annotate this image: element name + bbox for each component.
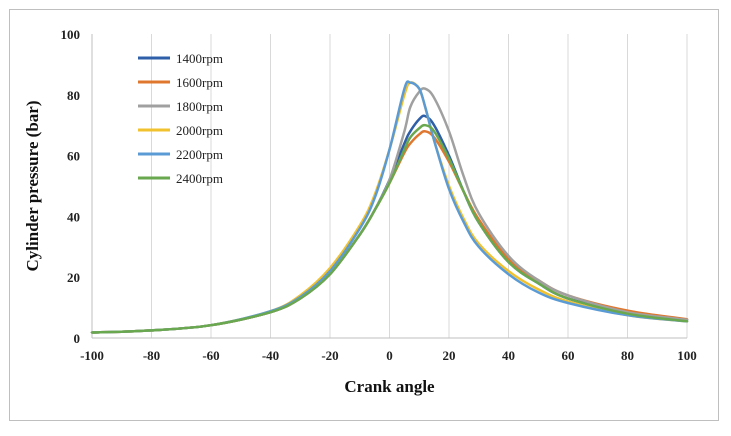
- y-axis-title: Cylinder pressure (bar): [23, 101, 42, 272]
- x-tick-label: -60: [202, 348, 219, 363]
- y-tick-label: 20: [67, 270, 80, 285]
- legend-label: 1400rpm: [176, 51, 223, 66]
- x-tick-label: -100: [80, 348, 104, 363]
- x-tick-label: -80: [143, 348, 160, 363]
- x-tick-label: 60: [562, 348, 575, 363]
- line-chart: -100 -80 -60 -40 -20 0 20 40 60 80 100 0 20 40 60 80 10…: [23, 27, 697, 396]
- x-tick-label: 80: [621, 348, 634, 363]
- series-lines: [90, 80, 689, 334]
- axes: [91, 34, 687, 339]
- x-axis-title: Crank angle: [344, 377, 435, 396]
- legend: 1400rpm 1600rpm 1800rpm 2000rpm 2200rpm 2400r…: [138, 51, 223, 186]
- chart-frame: -100 -80 -60 -40 -20 0 20 40 60 80 100 0 20 40 60 80 10…: [9, 9, 719, 421]
- x-tick-label: -20: [321, 348, 338, 363]
- legend-label: 2000rpm: [176, 123, 223, 138]
- series-line-2400rpm: [90, 123, 689, 334]
- y-tick-label: 0: [74, 331, 81, 346]
- gridlines: [91, 34, 688, 338]
- legend-label: 1800rpm: [176, 99, 223, 114]
- x-tick-label: 100: [677, 348, 697, 363]
- y-tick-label: 60: [67, 149, 80, 164]
- x-tick-labels: -100 -80 -60 -40 -20 0 20 40 60 80 100: [80, 348, 697, 363]
- y-tick-labels: 0 20 40 60 80 100: [61, 27, 81, 346]
- y-tick-label: 40: [67, 209, 80, 224]
- y-tick-label: 100: [61, 27, 81, 42]
- x-tick-label: 20: [443, 348, 456, 363]
- x-tick-label: -40: [262, 348, 279, 363]
- legend-label: 2400rpm: [176, 171, 223, 186]
- legend-label: 1600rpm: [176, 75, 223, 90]
- x-tick-label: 0: [386, 348, 393, 363]
- y-tick-label: 80: [67, 88, 80, 103]
- x-tick-label: 40: [502, 348, 515, 363]
- legend-label: 2200rpm: [176, 147, 223, 162]
